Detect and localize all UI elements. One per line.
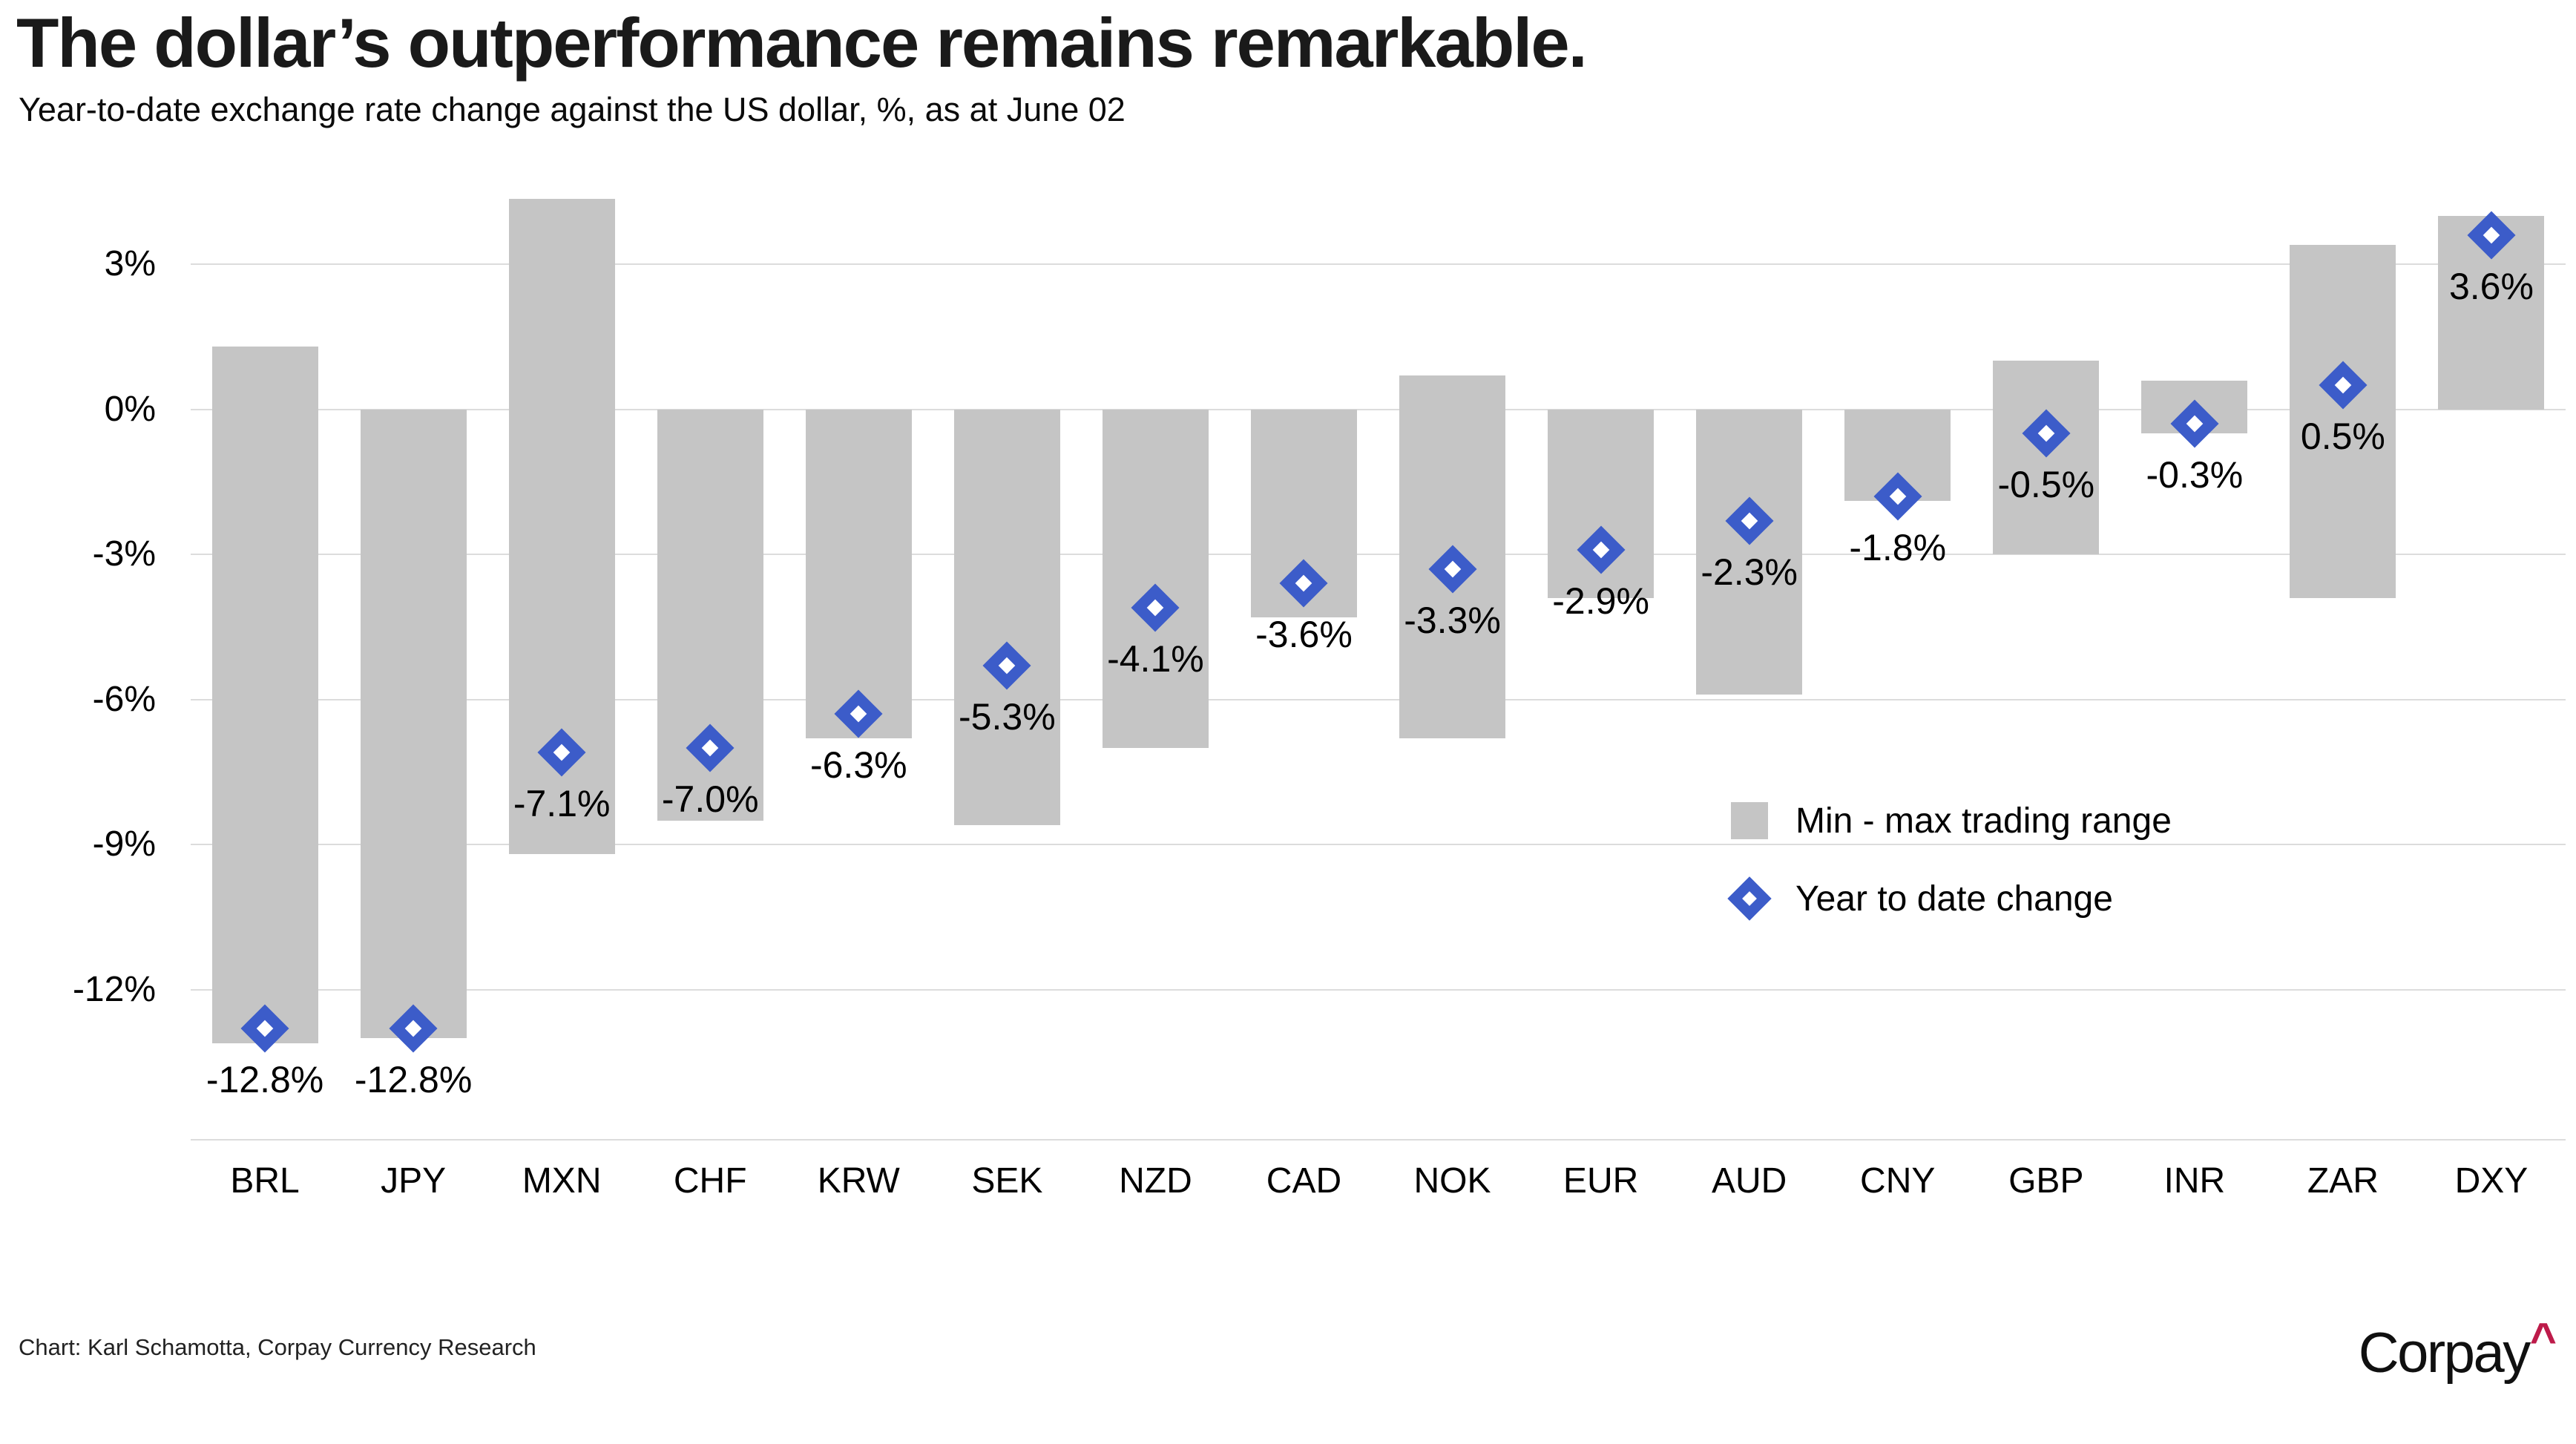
range-bar-SEK (953, 409, 1060, 826)
x-label-AUD: AUD (1711, 1161, 1787, 1201)
ytd-label-DXY: 3.6% (2448, 265, 2534, 307)
ytd-label-SEK: -5.3% (959, 696, 1056, 738)
legend: Min - max trading range Year to date cha… (1727, 801, 2172, 957)
x-label-NOK: NOK (1413, 1161, 1491, 1201)
diamond-icon (1727, 876, 1772, 921)
diamond-inner (2483, 226, 2500, 244)
x-label-INR: INR (2163, 1161, 2226, 1201)
ytd-label-KRW: -6.3% (809, 744, 907, 787)
diamond-inner (553, 744, 571, 761)
ytd-label-CNY: -1.8% (1849, 526, 1947, 568)
x-label-EUR: EUR (1563, 1161, 1639, 1201)
x-label-DXY: DXY (2454, 1161, 2529, 1201)
ytd-label-CAD: -3.6% (1255, 614, 1353, 656)
diamond-inner (701, 739, 719, 757)
range-bar-JPY (360, 409, 467, 1039)
diamond-inner (1741, 512, 1758, 529)
ytd-label-ZAR: 0.5% (2300, 416, 2385, 458)
x-label-BRL: BRL (230, 1161, 300, 1201)
diamond-inner (1444, 560, 1461, 578)
diamond-inner (999, 657, 1016, 675)
diamond-inner (2037, 424, 2055, 442)
x-label-KRW: KRW (817, 1161, 900, 1201)
diamond-inner (1592, 541, 1609, 558)
diamond-inner (256, 1020, 274, 1037)
chart-title: The dollar’s outperformance remains rema… (16, 4, 1588, 82)
x-label-CAD: CAD (1266, 1161, 1342, 1201)
gridline--3% (191, 554, 2566, 556)
diamond-inner (1742, 891, 1757, 906)
chart-subtitle: Year-to-date exchange rate change agains… (19, 91, 1126, 128)
legend-row-ytd: Year to date change (1727, 876, 2172, 921)
x-label-SEK: SEK (971, 1161, 1043, 1201)
diamond-inner (404, 1020, 422, 1037)
diamond-inner (1147, 599, 1164, 617)
legend-range-label: Min - max trading range (1795, 801, 2172, 841)
y-tick-label--9%: -9% (92, 824, 156, 864)
range-bar-KRW (805, 409, 912, 738)
diamond-inner (850, 705, 867, 723)
x-label-JPY: JPY (381, 1161, 447, 1201)
ytd-label-NZD: -4.1% (1107, 637, 1204, 680)
range-swatch-icon (1731, 802, 1768, 839)
x-label-ZAR: ZAR (2307, 1161, 2379, 1201)
legend-ytd-label: Year to date change (1795, 879, 2113, 919)
x-label-CHF: CHF (673, 1161, 747, 1201)
x-label-MXN: MXN (522, 1161, 602, 1201)
ytd-label-CHF: -7.0% (661, 778, 759, 820)
y-tick-label-0%: 0% (104, 389, 156, 429)
gridline--6% (191, 698, 2566, 700)
range-bar-GBP (1993, 361, 2100, 555)
diamond-inner (1295, 574, 1312, 592)
y-tick-label-3%: 3% (104, 244, 156, 284)
corpay-logo: Corpay ^ (2358, 1314, 2557, 1385)
diamond-inner (1889, 488, 1907, 505)
x-axis-baseline (191, 1139, 2566, 1141)
ytd-label-AUD: -2.3% (1701, 551, 1798, 593)
x-label-GBP: GBP (2008, 1161, 2084, 1201)
legend-range-marker (1730, 801, 1769, 840)
y-tick-label--6%: -6% (92, 679, 156, 719)
y-tick-label--12%: -12% (72, 969, 156, 1009)
ytd-label-NOK: -3.3% (1404, 599, 1501, 641)
gridline-3% (191, 263, 2566, 266)
ytd-label-EUR: -2.9% (1552, 580, 1649, 622)
ytd-label-GBP: -0.5% (1997, 464, 2095, 506)
corpay-logo-text: Corpay (2358, 1322, 2531, 1385)
ytd-label-JPY: -12.8% (354, 1059, 473, 1101)
ytd-label-INR: -0.3% (2146, 454, 2244, 496)
x-label-NZD: NZD (1119, 1161, 1192, 1201)
gridline--12% (191, 988, 2566, 991)
range-bar-AUD (1696, 409, 1803, 695)
gridline--9% (191, 844, 2566, 846)
gridline-0% (191, 408, 2566, 410)
range-bar-BRL (211, 346, 318, 1043)
credit-line: Chart: Karl Schamotta, Corpay Currency R… (19, 1334, 536, 1360)
diamond-inner (2334, 376, 2352, 394)
ytd-label-MXN: -7.1% (513, 783, 611, 825)
ytd-label-BRL: -12.8% (206, 1059, 324, 1101)
range-bar-NZD (1102, 409, 1209, 748)
diamond-inner (2186, 415, 2204, 433)
range-bar-ZAR (2290, 244, 2396, 598)
y-tick-label--3%: -3% (92, 534, 156, 574)
x-label-CNY: CNY (1860, 1161, 1936, 1201)
corpay-caret-icon: ^ (2529, 1314, 2557, 1365)
legend-ytd-marker (1727, 876, 1772, 921)
legend-row-range: Min - max trading range (1730, 801, 2172, 841)
